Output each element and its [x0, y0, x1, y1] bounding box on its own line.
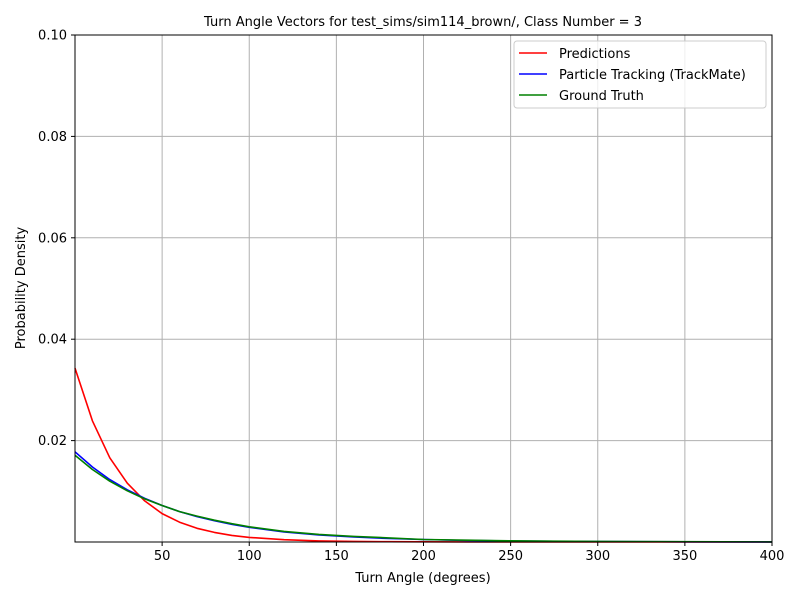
legend-label: Ground Truth — [559, 89, 644, 104]
x-axis-title: Turn Angle (degrees) — [354, 571, 490, 586]
y-tick-label: 0.04 — [38, 333, 67, 348]
x-tick-label: 300 — [585, 549, 610, 564]
grid — [75, 34, 773, 542]
y-tick-label: 0.02 — [38, 434, 67, 449]
x-tick-label: 350 — [672, 549, 697, 564]
legend: Predictions Particle Tracking (TrackMate)… — [513, 40, 767, 109]
legend-label: Predictions — [559, 47, 631, 62]
y-axis: 0.02 0.04 0.06 0.08 0.10 — [38, 29, 75, 449]
x-tick-label: 150 — [324, 549, 349, 564]
x-tick-label: 200 — [411, 549, 436, 564]
y-tick-label: 0.10 — [38, 29, 67, 44]
y-axis-title: Probability Density — [14, 227, 29, 350]
legend-box — [513, 40, 767, 109]
chart-title: Turn Angle Vectors for test_sims/sim114_… — [203, 15, 642, 30]
x-tick-label: 250 — [498, 549, 523, 564]
x-tick-label: 400 — [760, 549, 785, 564]
y-tick-label: 0.08 — [38, 130, 67, 145]
x-axis: 50 100 150 200 250 300 350 400 — [154, 542, 785, 564]
series-line-2 — [74, 454, 773, 543]
y-tick-label: 0.06 — [38, 231, 67, 246]
x-tick-label: 50 — [154, 549, 171, 564]
legend-label: Particle Tracking (TrackMate) — [559, 68, 746, 83]
x-tick-label: 100 — [237, 549, 262, 564]
